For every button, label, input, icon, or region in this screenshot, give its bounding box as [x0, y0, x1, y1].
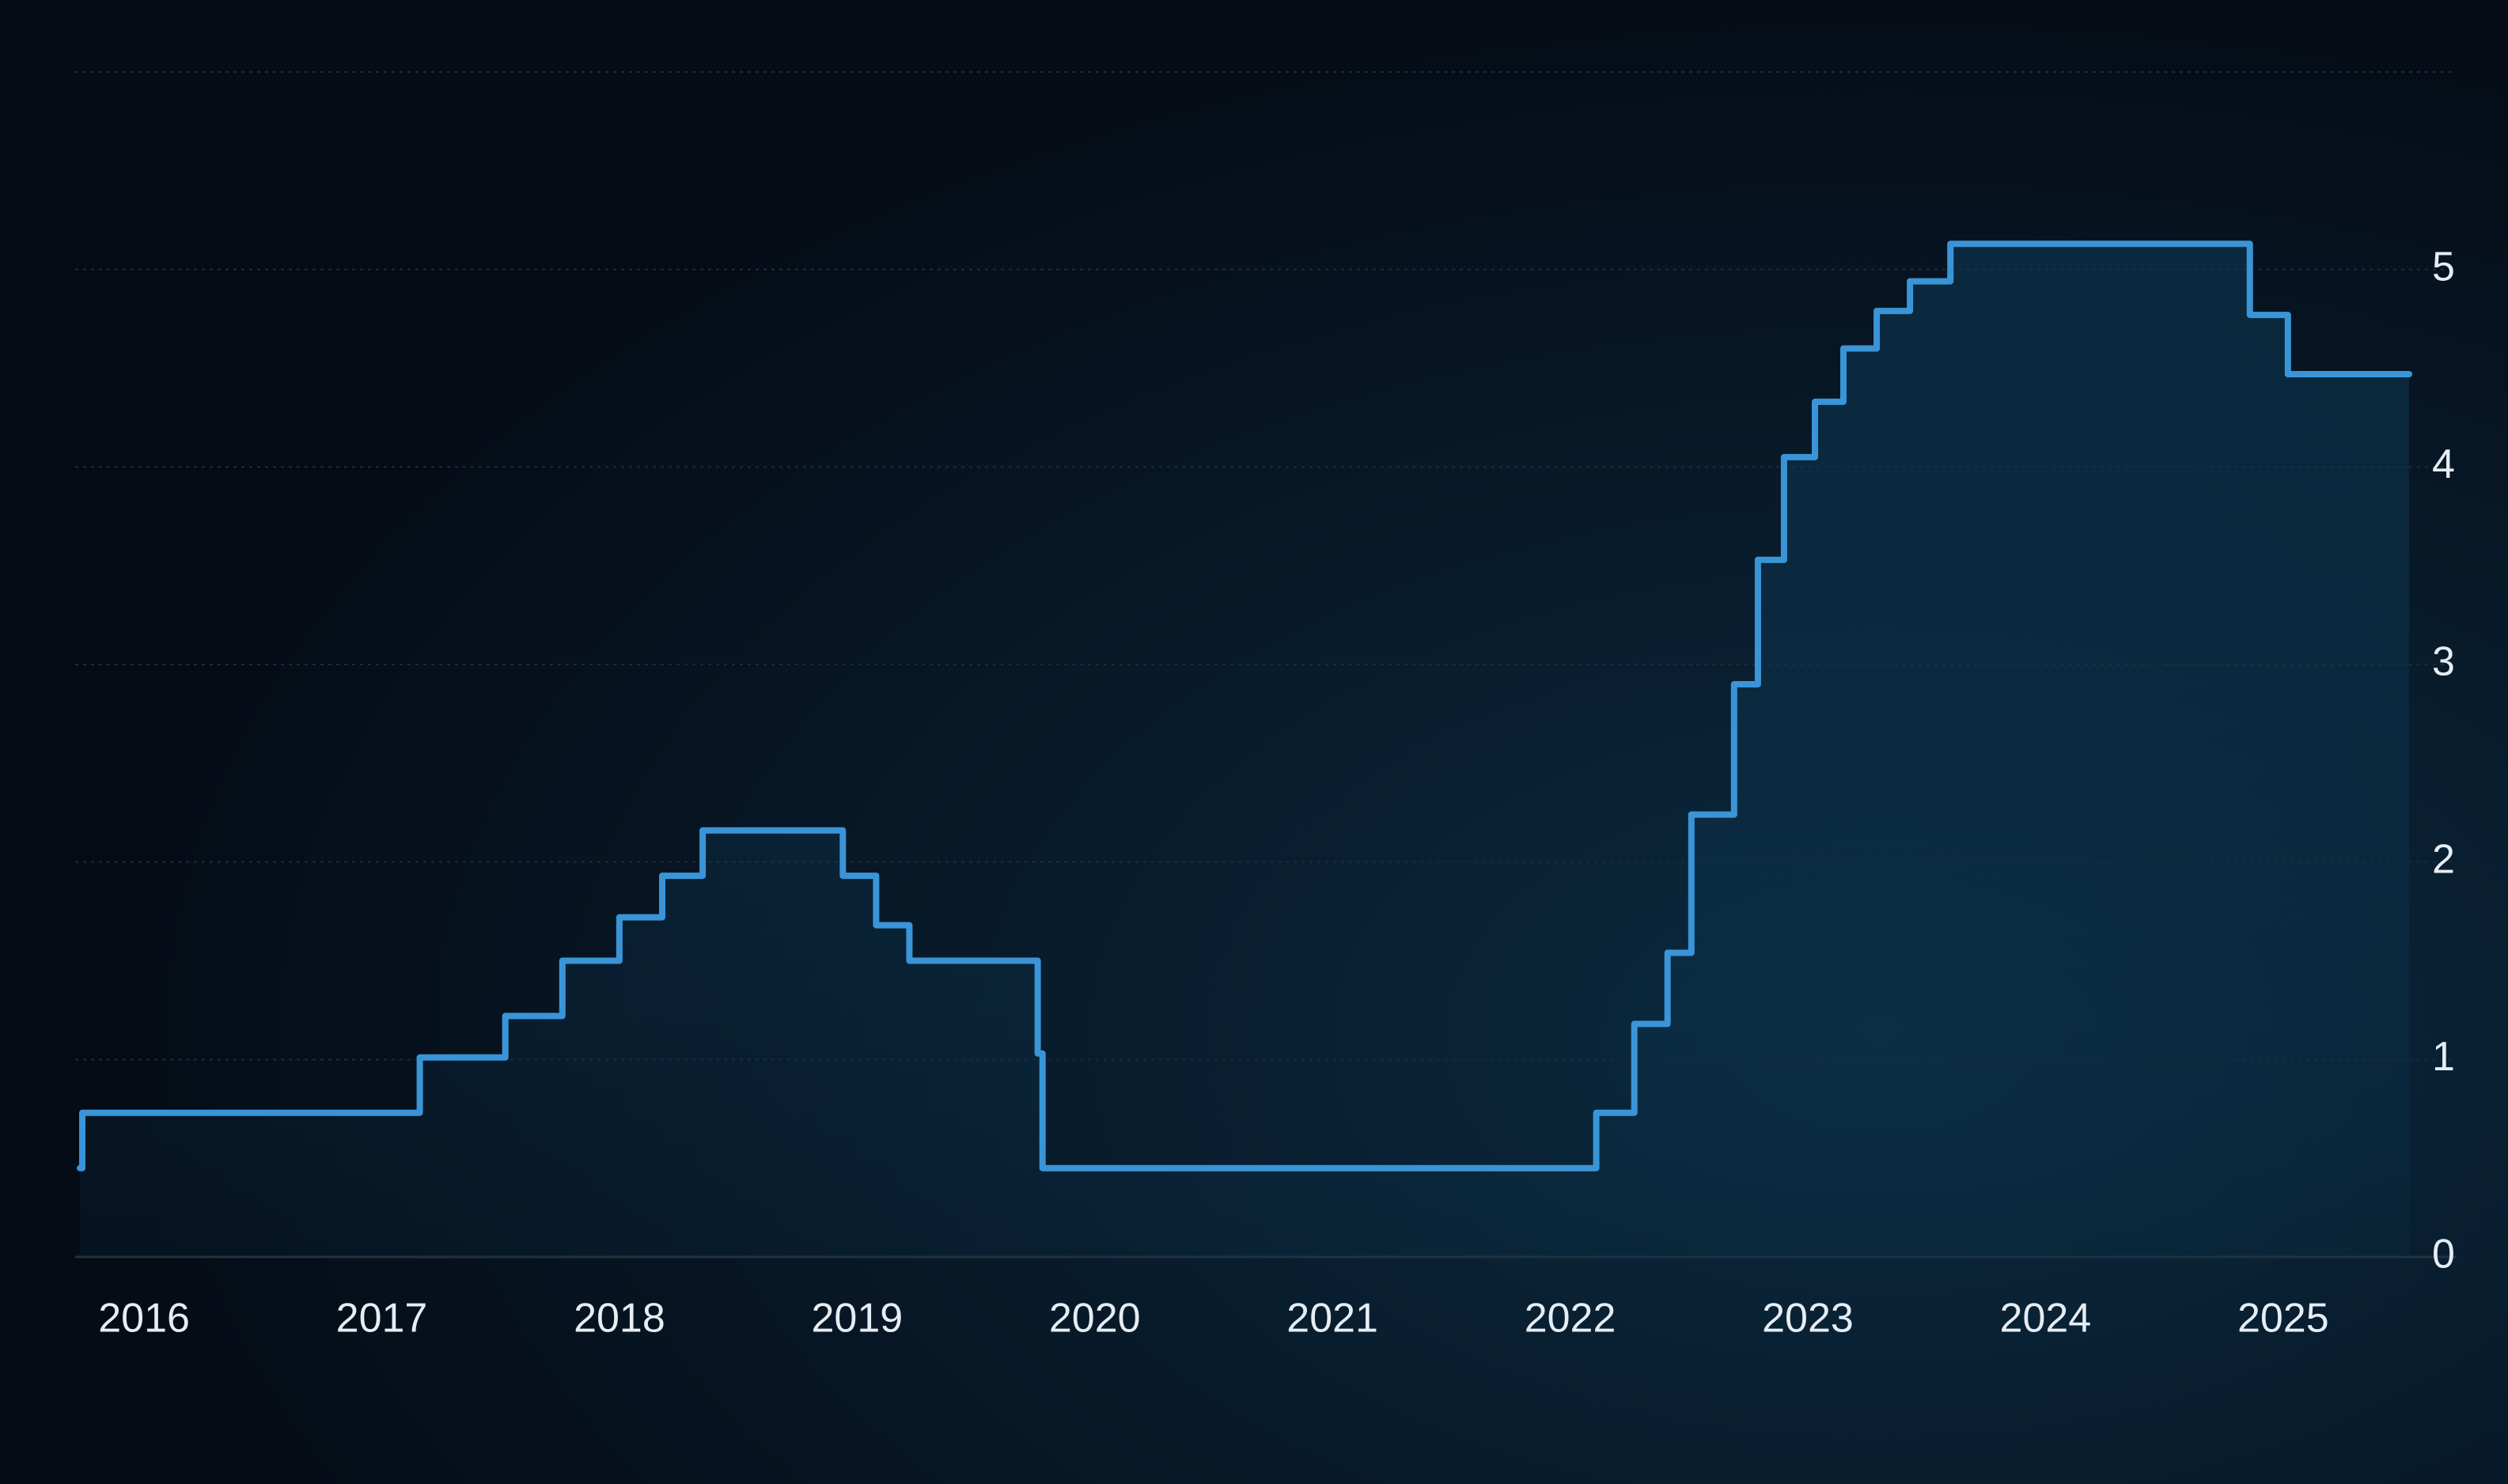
x-tick-label: 2017 [336, 1296, 428, 1342]
y-tick-label: 1 [2432, 1034, 2455, 1080]
x-tick-label: 2016 [98, 1296, 190, 1342]
x-tick-label: 2019 [811, 1296, 903, 1342]
x-tick-label: 2025 [2237, 1296, 2329, 1342]
y-tick-label: 3 [2432, 639, 2455, 685]
x-tick-label: 2018 [574, 1296, 665, 1342]
x-tick-label: 2023 [1762, 1296, 1854, 1342]
x-tick-label: 2021 [1286, 1296, 1378, 1342]
y-tick-label: 4 [2432, 441, 2455, 487]
y-tick-label: 2 [2432, 836, 2455, 882]
area [80, 244, 2409, 1258]
line [77, 240, 2412, 1172]
y-tick-label: 0 [2432, 1232, 2455, 1278]
x-tick-label: 2022 [1525, 1296, 1616, 1342]
y-tick-label: 5 [2432, 244, 2455, 290]
x-tick-label: 2020 [1049, 1296, 1141, 1342]
x-tick-label: 2024 [2000, 1296, 2092, 1342]
